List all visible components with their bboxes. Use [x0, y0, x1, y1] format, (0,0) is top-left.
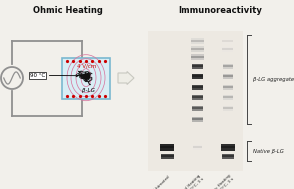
Bar: [222, 155, 234, 157]
Bar: [148, 31, 243, 171]
Text: Ohmic Heating
at 90°C, 3 s: Ohmic Heating at 90°C, 3 s: [207, 174, 235, 189]
Bar: [192, 65, 203, 67]
Bar: [223, 64, 233, 68]
Bar: [221, 146, 235, 148]
Bar: [222, 40, 233, 42]
Bar: [62, 58, 110, 99]
Bar: [223, 94, 233, 99]
Bar: [161, 155, 173, 157]
Bar: [192, 118, 203, 120]
Bar: [193, 145, 202, 149]
Bar: [223, 86, 233, 88]
Text: Conventional Heating
at 90°C, 3 s: Conventional Heating at 90°C, 3 s: [167, 174, 205, 189]
Text: Native β-LG: Native β-LG: [253, 149, 284, 153]
Bar: [191, 56, 203, 58]
Bar: [191, 38, 203, 44]
Bar: [223, 107, 233, 109]
Text: Untreated: Untreated: [153, 174, 171, 189]
Text: 90 °C: 90 °C: [30, 73, 78, 78]
Bar: [221, 143, 235, 150]
Text: Immunoreactivity: Immunoreactivity: [178, 6, 262, 15]
Bar: [222, 39, 233, 43]
Bar: [223, 74, 233, 78]
Bar: [192, 105, 203, 111]
Bar: [222, 48, 233, 50]
Bar: [161, 153, 173, 159]
Bar: [192, 94, 203, 99]
Bar: [191, 40, 203, 42]
Bar: [193, 146, 202, 148]
Bar: [192, 107, 203, 109]
FancyArrow shape: [118, 71, 134, 84]
Bar: [192, 64, 203, 68]
Bar: [192, 74, 203, 78]
Bar: [191, 46, 203, 52]
Bar: [192, 116, 203, 122]
Bar: [223, 96, 233, 98]
Bar: [223, 65, 233, 67]
Bar: [223, 75, 233, 77]
Text: 4 V/cm: 4 V/cm: [77, 63, 97, 68]
Bar: [223, 105, 233, 111]
Bar: [192, 84, 203, 90]
Bar: [222, 46, 233, 51]
Bar: [192, 75, 203, 77]
Bar: [223, 84, 233, 90]
Bar: [192, 96, 203, 98]
Bar: [192, 86, 203, 88]
Bar: [191, 48, 203, 50]
Bar: [222, 153, 234, 159]
Bar: [191, 54, 203, 60]
Bar: [160, 146, 174, 148]
Text: β-LG aggregates: β-LG aggregates: [253, 77, 294, 82]
Text: β-LG: β-LG: [81, 88, 94, 93]
Bar: [160, 143, 174, 150]
Text: Ohmic Heating: Ohmic Heating: [33, 6, 103, 15]
